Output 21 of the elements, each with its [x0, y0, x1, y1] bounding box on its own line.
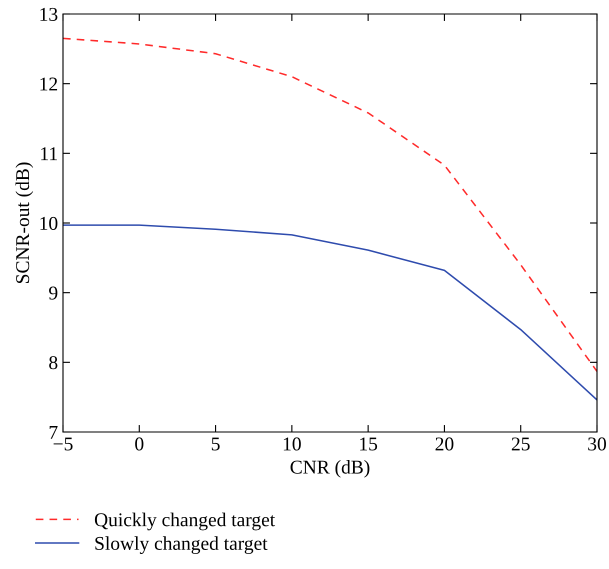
- y-axis-title: SCNR-out (dB): [16, 162, 34, 284]
- y-tick-label: 9: [49, 286, 58, 300]
- x-axis-title: CNR (dB): [290, 460, 370, 478]
- y-tick-label: 10: [40, 216, 58, 230]
- x-tick-label: 5: [212, 438, 220, 451]
- legend-label: Slowly changed target: [95, 536, 268, 554]
- x-tick-label: 10: [284, 437, 301, 451]
- y-tick-label: 7: [50, 426, 58, 439]
- y-tick-label: 13: [40, 8, 58, 21]
- x-tick-label: 0: [135, 437, 144, 451]
- line-series: [63, 224, 597, 401]
- x-tick-label: 15: [360, 438, 378, 451]
- x-tick-label: 30: [588, 437, 606, 451]
- x-tick-label: −5: [54, 438, 73, 451]
- x-tick-label: 25: [512, 437, 530, 451]
- line-series: [63, 38, 597, 372]
- y-tick-label: 12: [40, 78, 58, 90]
- y-tick-label: 8: [49, 356, 58, 370]
- y-tick-label: 11: [41, 147, 57, 160]
- legend-label: Quickly changed target: [94, 512, 276, 530]
- x-tick-label: 20: [436, 437, 454, 451]
